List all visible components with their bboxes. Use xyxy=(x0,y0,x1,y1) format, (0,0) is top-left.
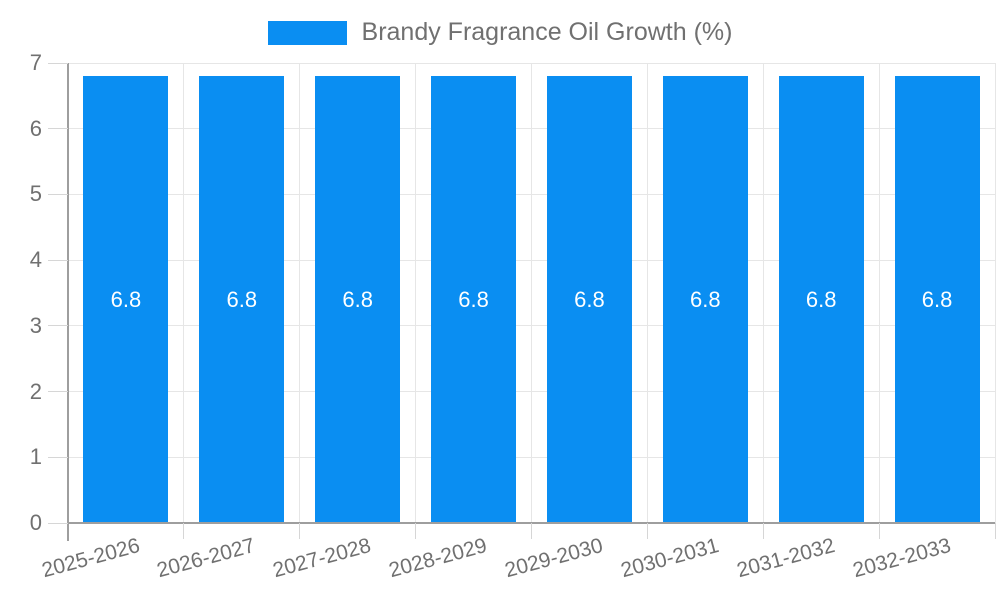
x-axis-tick xyxy=(762,523,764,539)
y-axis-tick xyxy=(48,259,68,261)
bar[interactable] xyxy=(431,76,517,523)
bar-value-label: 6.8 xyxy=(805,286,837,312)
x-axis-tick xyxy=(878,523,880,539)
bar-value-label: 6.8 xyxy=(458,286,489,312)
x-tick-label: 2030-2031 xyxy=(618,534,722,583)
y-axis-tick xyxy=(48,391,68,393)
y-tick-label: 6 xyxy=(29,115,42,141)
bar-value-label: 6.8 xyxy=(574,286,605,312)
legend-label: Brandy Fragrance Oil Growth (%) xyxy=(361,18,733,46)
x-axis-tick xyxy=(183,523,185,539)
bar[interactable] xyxy=(83,76,169,523)
x-axis-tick xyxy=(646,523,648,539)
y-tick-label: 4 xyxy=(29,247,42,273)
y-tick-label: 2 xyxy=(29,378,42,404)
gridline-vertical xyxy=(183,63,185,523)
gridline-vertical xyxy=(531,63,532,523)
x-tick-label: 2026-2027 xyxy=(154,534,258,583)
bar[interactable] xyxy=(662,76,748,523)
bar-value-label: 6.8 xyxy=(226,286,258,312)
x-axis-tick xyxy=(415,523,417,539)
x-axis-tick xyxy=(299,523,301,539)
bar[interactable] xyxy=(778,76,864,523)
bar[interactable] xyxy=(546,76,632,523)
y-tick-label: 7 xyxy=(29,50,42,75)
chart-legend[interactable]: Brandy Fragrance Oil Growth (%) xyxy=(0,18,1000,47)
x-tick-label: 2028-2029 xyxy=(386,534,490,583)
y-tick-label: 0 xyxy=(29,510,42,535)
y-axis-tick xyxy=(48,62,68,64)
y-tick-label: 5 xyxy=(29,181,42,207)
y-axis-tick xyxy=(48,128,68,130)
gridline-vertical xyxy=(994,63,996,523)
bar[interactable] xyxy=(315,76,401,523)
bar[interactable] xyxy=(894,76,980,523)
y-axis-tick xyxy=(48,325,68,327)
y-axis-tick xyxy=(48,456,68,458)
bar-value-label: 6.8 xyxy=(342,286,373,312)
y-axis-line xyxy=(67,63,69,541)
bar-value-label: 6.8 xyxy=(921,286,953,312)
y-axis-tick xyxy=(48,193,68,195)
bar-value-label: 6.8 xyxy=(110,286,142,312)
y-axis-tick xyxy=(48,522,68,524)
legend-swatch xyxy=(267,20,347,45)
x-tick-label: 2025-2026 xyxy=(38,534,142,583)
x-tick-label: 2031-2032 xyxy=(734,534,838,583)
bar-value-label: 6.8 xyxy=(690,286,721,312)
gridline-vertical xyxy=(415,63,417,523)
y-tick-label: 3 xyxy=(29,312,42,338)
gridline-vertical xyxy=(762,63,764,523)
y-tick-label: 1 xyxy=(29,444,42,470)
gridline-vertical xyxy=(646,63,648,523)
bar[interactable] xyxy=(199,76,285,523)
x-axis-tick xyxy=(994,523,996,539)
x-tick-label: 2032-2033 xyxy=(850,534,954,583)
x-axis-tick xyxy=(531,523,532,539)
gridline-vertical xyxy=(878,63,880,523)
gridline-vertical xyxy=(299,63,301,523)
x-tick-label: 2027-2028 xyxy=(270,534,374,583)
x-tick-label: 2029-2030 xyxy=(502,534,606,583)
